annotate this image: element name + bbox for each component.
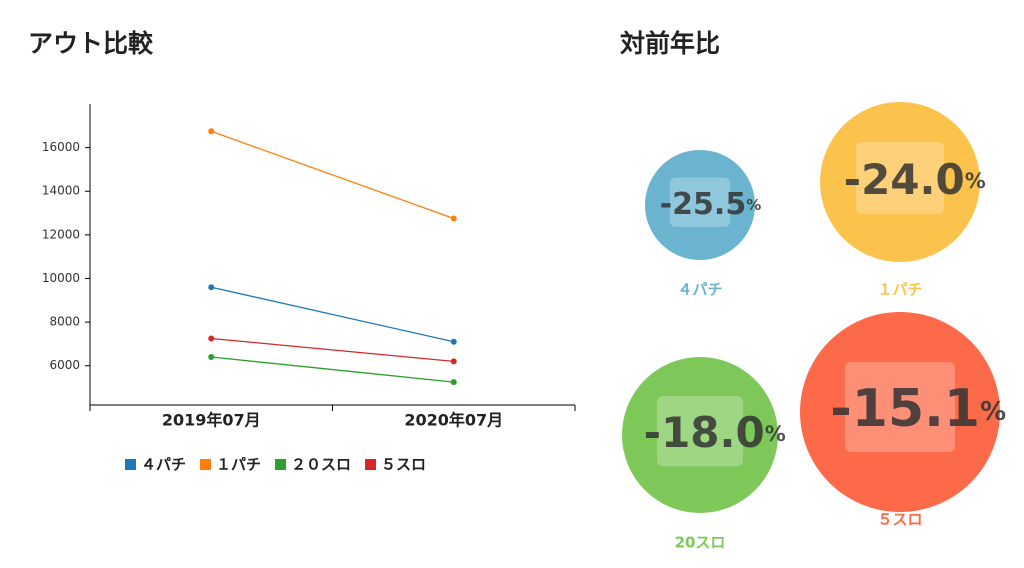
- legend-swatch: [200, 459, 212, 470]
- legend-label: １パチ: [216, 456, 261, 474]
- point: [450, 215, 457, 222]
- y-tick-label: 16000: [42, 140, 80, 154]
- y-tick-label: 10000: [42, 271, 80, 285]
- yoy-value-number: -25.5: [660, 187, 746, 222]
- legend-label: ２０スロ: [291, 456, 351, 474]
- icon-deco: [845, 362, 955, 452]
- yoy-value: -15.1%: [830, 379, 1006, 439]
- point: [208, 128, 215, 135]
- y-tick-label: 8000: [49, 315, 80, 329]
- legend-swatch: [275, 459, 287, 470]
- yoy-circle: [622, 357, 778, 513]
- line-title: アウト比較: [28, 29, 154, 58]
- yoy-unit: %: [980, 397, 1006, 427]
- y-tick-label: 12000: [42, 227, 80, 241]
- yoy-unit: %: [765, 422, 786, 446]
- legend-label: ４パチ: [141, 456, 186, 474]
- y-tick-label: 6000: [49, 358, 80, 372]
- point: [450, 379, 457, 386]
- yoy-value: -18.0%: [644, 408, 786, 457]
- y-tick-label: 14000: [42, 184, 80, 198]
- yoy-label: ５スロ: [877, 511, 922, 529]
- yoy-label: ４パチ: [677, 281, 722, 299]
- series-line: [211, 286, 454, 343]
- yoy-circle: [800, 312, 1000, 512]
- yoy-value: -25.5%: [660, 187, 762, 222]
- x-tick-label: 2019年07月: [162, 411, 261, 430]
- series-line: [211, 130, 454, 220]
- x-tick-label: 2020年07月: [404, 411, 503, 430]
- series-line: [211, 356, 454, 383]
- legend-label: ５スロ: [381, 456, 426, 474]
- point: [208, 354, 215, 361]
- yoy-title: 対前年比: [620, 29, 720, 58]
- yoy-label: １パチ: [877, 281, 922, 299]
- point: [208, 284, 215, 291]
- icon-deco: [856, 142, 944, 214]
- yoy-value: -24.0%: [844, 155, 986, 204]
- yoy-value-number: -24.0: [844, 155, 965, 204]
- point: [450, 358, 457, 365]
- point: [208, 335, 215, 342]
- yoy-circle: [820, 102, 980, 262]
- point: [450, 338, 457, 345]
- icon-deco: [669, 177, 731, 227]
- yoy-unit: %: [965, 169, 986, 193]
- yoy-unit: %: [746, 196, 761, 214]
- yoy-value-number: -18.0: [644, 408, 765, 457]
- icon-deco: [657, 396, 743, 467]
- legend-swatch: [125, 459, 136, 470]
- series-line: [211, 337, 454, 363]
- yoy-label: 20スロ: [675, 534, 726, 552]
- yoy-circle: [645, 150, 755, 260]
- legend-swatch: [365, 459, 377, 470]
- yoy-value-number: -15.1: [830, 379, 980, 439]
